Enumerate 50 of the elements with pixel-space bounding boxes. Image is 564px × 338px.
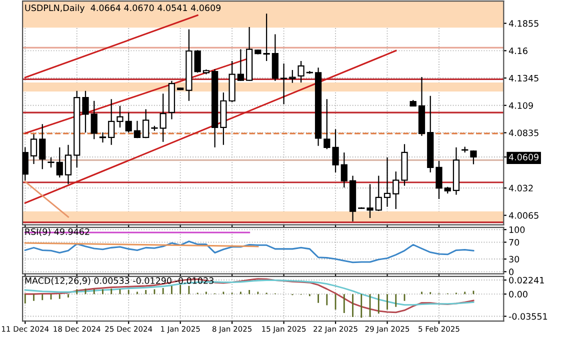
y-tick-label: 4.0609 — [508, 154, 539, 160]
line-series — [24, 240, 474, 264]
candlestick — [39, 124, 46, 170]
y-tick-label: 4.0065 — [508, 212, 538, 219]
candlestick — [30, 134, 38, 165]
y-tick-label: -0.03551 — [508, 313, 548, 320]
y-tick-label: 0.02241 — [509, 276, 544, 284]
candlestick — [90, 100, 98, 140]
candlestick — [375, 175, 382, 212]
y-tick-label: 70 — [509, 239, 520, 246]
candlestick — [340, 152, 348, 188]
y-tick-label: 0.00 — [509, 290, 528, 298]
candlestick — [56, 146, 63, 178]
candlestick — [280, 62, 288, 105]
y-tick-label: 30 — [509, 256, 520, 262]
y-tick-label: 0 — [509, 268, 514, 276]
candlestick — [134, 120, 141, 139]
candlestick — [99, 132, 106, 144]
y-tick-label: 100 — [509, 226, 525, 234]
candlestick — [289, 69, 296, 84]
candlestick — [332, 128, 339, 173]
candlestick — [48, 156, 54, 168]
candlestick — [116, 105, 124, 128]
candlestick — [160, 93, 166, 142]
y-tick-label: 4.109 — [508, 102, 533, 109]
candlestick — [392, 170, 400, 210]
y-tick-label: 4.16 — [508, 48, 528, 54]
candlestick — [194, 50, 201, 74]
line-series — [24, 278, 474, 314]
candlestick — [436, 160, 442, 200]
candlestick — [108, 98, 115, 146]
candlestick — [142, 108, 150, 139]
candlestick — [263, 13, 270, 62]
chart-title: RSI(9) 49.9462 — [25, 228, 90, 236]
y-tick-label: 4.032 — [508, 184, 533, 192]
candlestick — [324, 98, 330, 150]
candlestick — [82, 90, 89, 134]
y-tick-label: 4.1855 — [508, 20, 538, 27]
candlestick — [64, 144, 72, 185]
candlestick — [125, 112, 132, 134]
candlestick — [470, 150, 477, 165]
y-tick-label: 4.1345 — [508, 74, 538, 82]
y-tick-label: 4.0835 — [508, 130, 538, 136]
candlestick — [384, 156, 391, 208]
candlestick — [366, 184, 374, 219]
candlestick — [22, 146, 28, 182]
line-series — [24, 279, 474, 306]
candlestick — [298, 60, 304, 84]
candlestick — [237, 48, 244, 82]
chart-title: USDPLN,Daily 4.0664 4.0670 4.0541 4.0609 — [25, 4, 221, 13]
